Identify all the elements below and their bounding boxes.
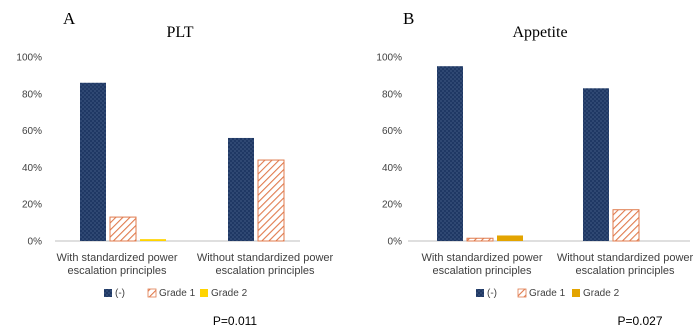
bar-grade-1 bbox=[109, 216, 137, 242]
y-ticks-a: 0% 20% 40% 60% 80% 100% bbox=[16, 53, 42, 248]
y-tick-label: 40% bbox=[22, 163, 42, 174]
legend-label: Grade 1 bbox=[529, 288, 566, 299]
bar-grade-1 bbox=[257, 159, 285, 242]
bar-grade-2 bbox=[140, 239, 166, 241]
bar-grade-1 bbox=[612, 209, 640, 242]
category-label: With standardized power bbox=[56, 252, 177, 264]
legend-label: (-) bbox=[115, 288, 125, 299]
bars-b bbox=[437, 66, 640, 242]
category-label: Without standardized power bbox=[197, 252, 334, 264]
y-tick-label: 40% bbox=[382, 163, 402, 174]
panel-letter-b: B bbox=[403, 9, 414, 28]
y-tick-label: 100% bbox=[16, 53, 42, 64]
legend-label: Grade 2 bbox=[211, 288, 248, 299]
y-tick-label: 80% bbox=[382, 89, 402, 100]
category-label: escalation principles bbox=[215, 265, 315, 277]
category-label: With standardized power bbox=[421, 252, 542, 264]
chart-panel-a: A PLT 0% 20% 40% 60% 80% 100% With standardiz… bbox=[16, 9, 333, 328]
legend-b: (-) Grade 1 Grade 2 bbox=[476, 288, 620, 299]
category-label: escalation principles bbox=[432, 265, 532, 277]
y-tick-label: 20% bbox=[22, 200, 42, 211]
legend-label: (-) bbox=[487, 288, 497, 299]
bar-grade-1 bbox=[466, 237, 494, 242]
y-ticks-b: 0% 20% 40% 60% 80% 100% bbox=[376, 53, 402, 248]
legend-swatch bbox=[476, 289, 484, 297]
category-label: escalation principles bbox=[67, 265, 167, 277]
y-tick-label: 100% bbox=[376, 53, 402, 64]
bar-negative bbox=[437, 66, 463, 241]
y-tick-label: 0% bbox=[28, 237, 43, 248]
p-value-a: P=0.011 bbox=[213, 314, 257, 328]
chart-title-a: PLT bbox=[167, 24, 194, 41]
y-tick-label: 0% bbox=[388, 237, 403, 248]
y-tick-label: 80% bbox=[22, 89, 42, 100]
legend-label: Grade 2 bbox=[583, 288, 620, 299]
legend-a: (-) Grade 1 Grade 2 bbox=[104, 288, 248, 299]
legend-swatch bbox=[572, 289, 580, 297]
y-tick-label: 20% bbox=[382, 200, 402, 211]
p-value-b: P=0.027 bbox=[617, 314, 662, 328]
bar-grade-2 bbox=[497, 235, 523, 241]
bars-a bbox=[80, 82, 285, 242]
chart-title-b: Appetite bbox=[512, 24, 567, 41]
bar-negative bbox=[583, 88, 609, 241]
legend-swatch bbox=[200, 289, 208, 297]
legend-swatch bbox=[104, 289, 112, 297]
y-tick-label: 60% bbox=[382, 126, 402, 137]
y-tick-label: 60% bbox=[22, 126, 42, 137]
chart-panel-b: B Appetite 0% 20% 40% 60% 80% 100% With stand… bbox=[376, 9, 693, 328]
legend-swatch bbox=[517, 288, 527, 298]
panel-letter-a: A bbox=[63, 9, 76, 28]
bar-negative bbox=[80, 82, 106, 241]
legend-swatch bbox=[147, 288, 157, 298]
legend-label: Grade 1 bbox=[159, 288, 196, 299]
category-label: Without standardized power bbox=[557, 252, 694, 264]
bar-negative bbox=[228, 137, 254, 241]
category-label: escalation principles bbox=[575, 265, 675, 277]
